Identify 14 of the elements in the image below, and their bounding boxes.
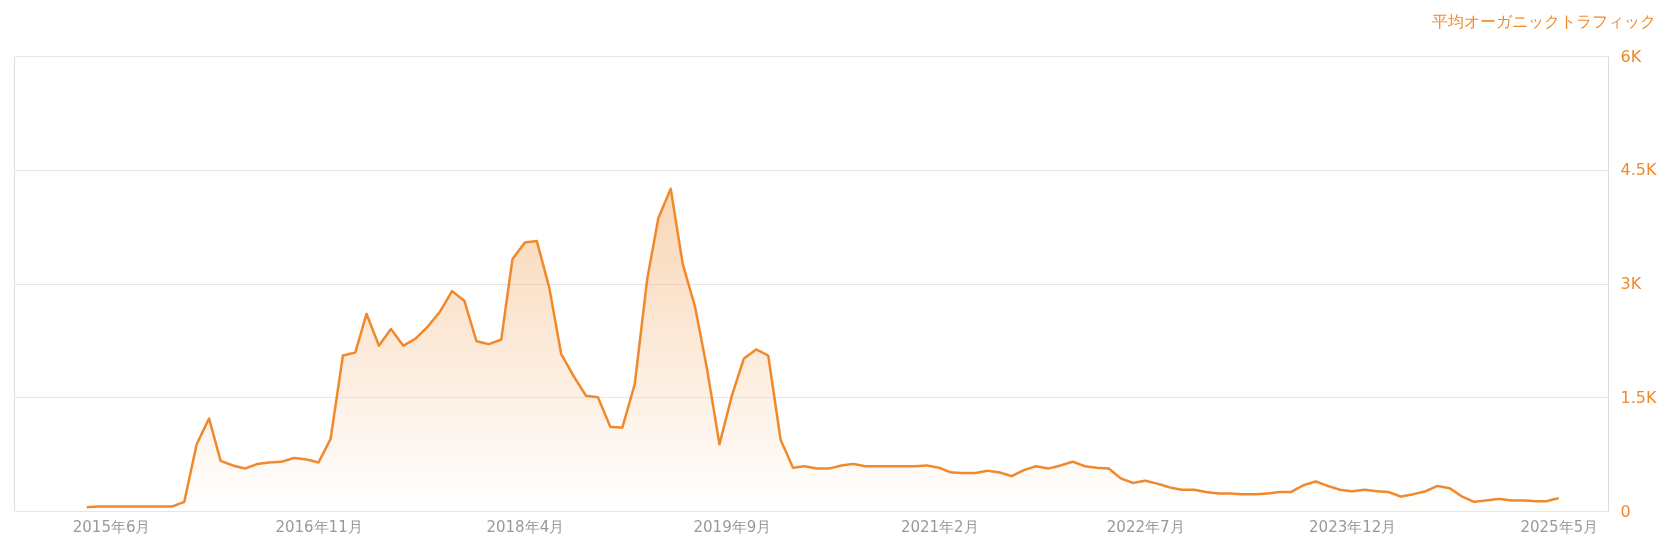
x-tick-label: 2018年4月 — [486, 517, 565, 536]
x-tick-label: 2021年2月 — [900, 517, 979, 536]
y-axis-title: 平均オーガニックトラフィック — [1431, 12, 1656, 31]
y-tick-label: 1.5K — [1620, 387, 1657, 407]
x-tick-label: 2016年11月 — [275, 517, 363, 536]
x-tick-label: 2022年7月 — [1106, 517, 1185, 536]
y-tick-label: 3K — [1620, 274, 1642, 293]
x-tick-label: 2023年12月 — [1309, 517, 1397, 536]
y-tick-label: 0 — [1620, 501, 1631, 521]
x-tick-label: 2015年6月 — [72, 517, 151, 536]
x-tick-label: 2019年9月 — [693, 517, 772, 536]
y-tick-label: 4.5K — [1620, 160, 1657, 180]
y-tick-label: 6K — [1620, 46, 1642, 66]
x-tick-label: 2025年5月 — [1520, 517, 1599, 536]
